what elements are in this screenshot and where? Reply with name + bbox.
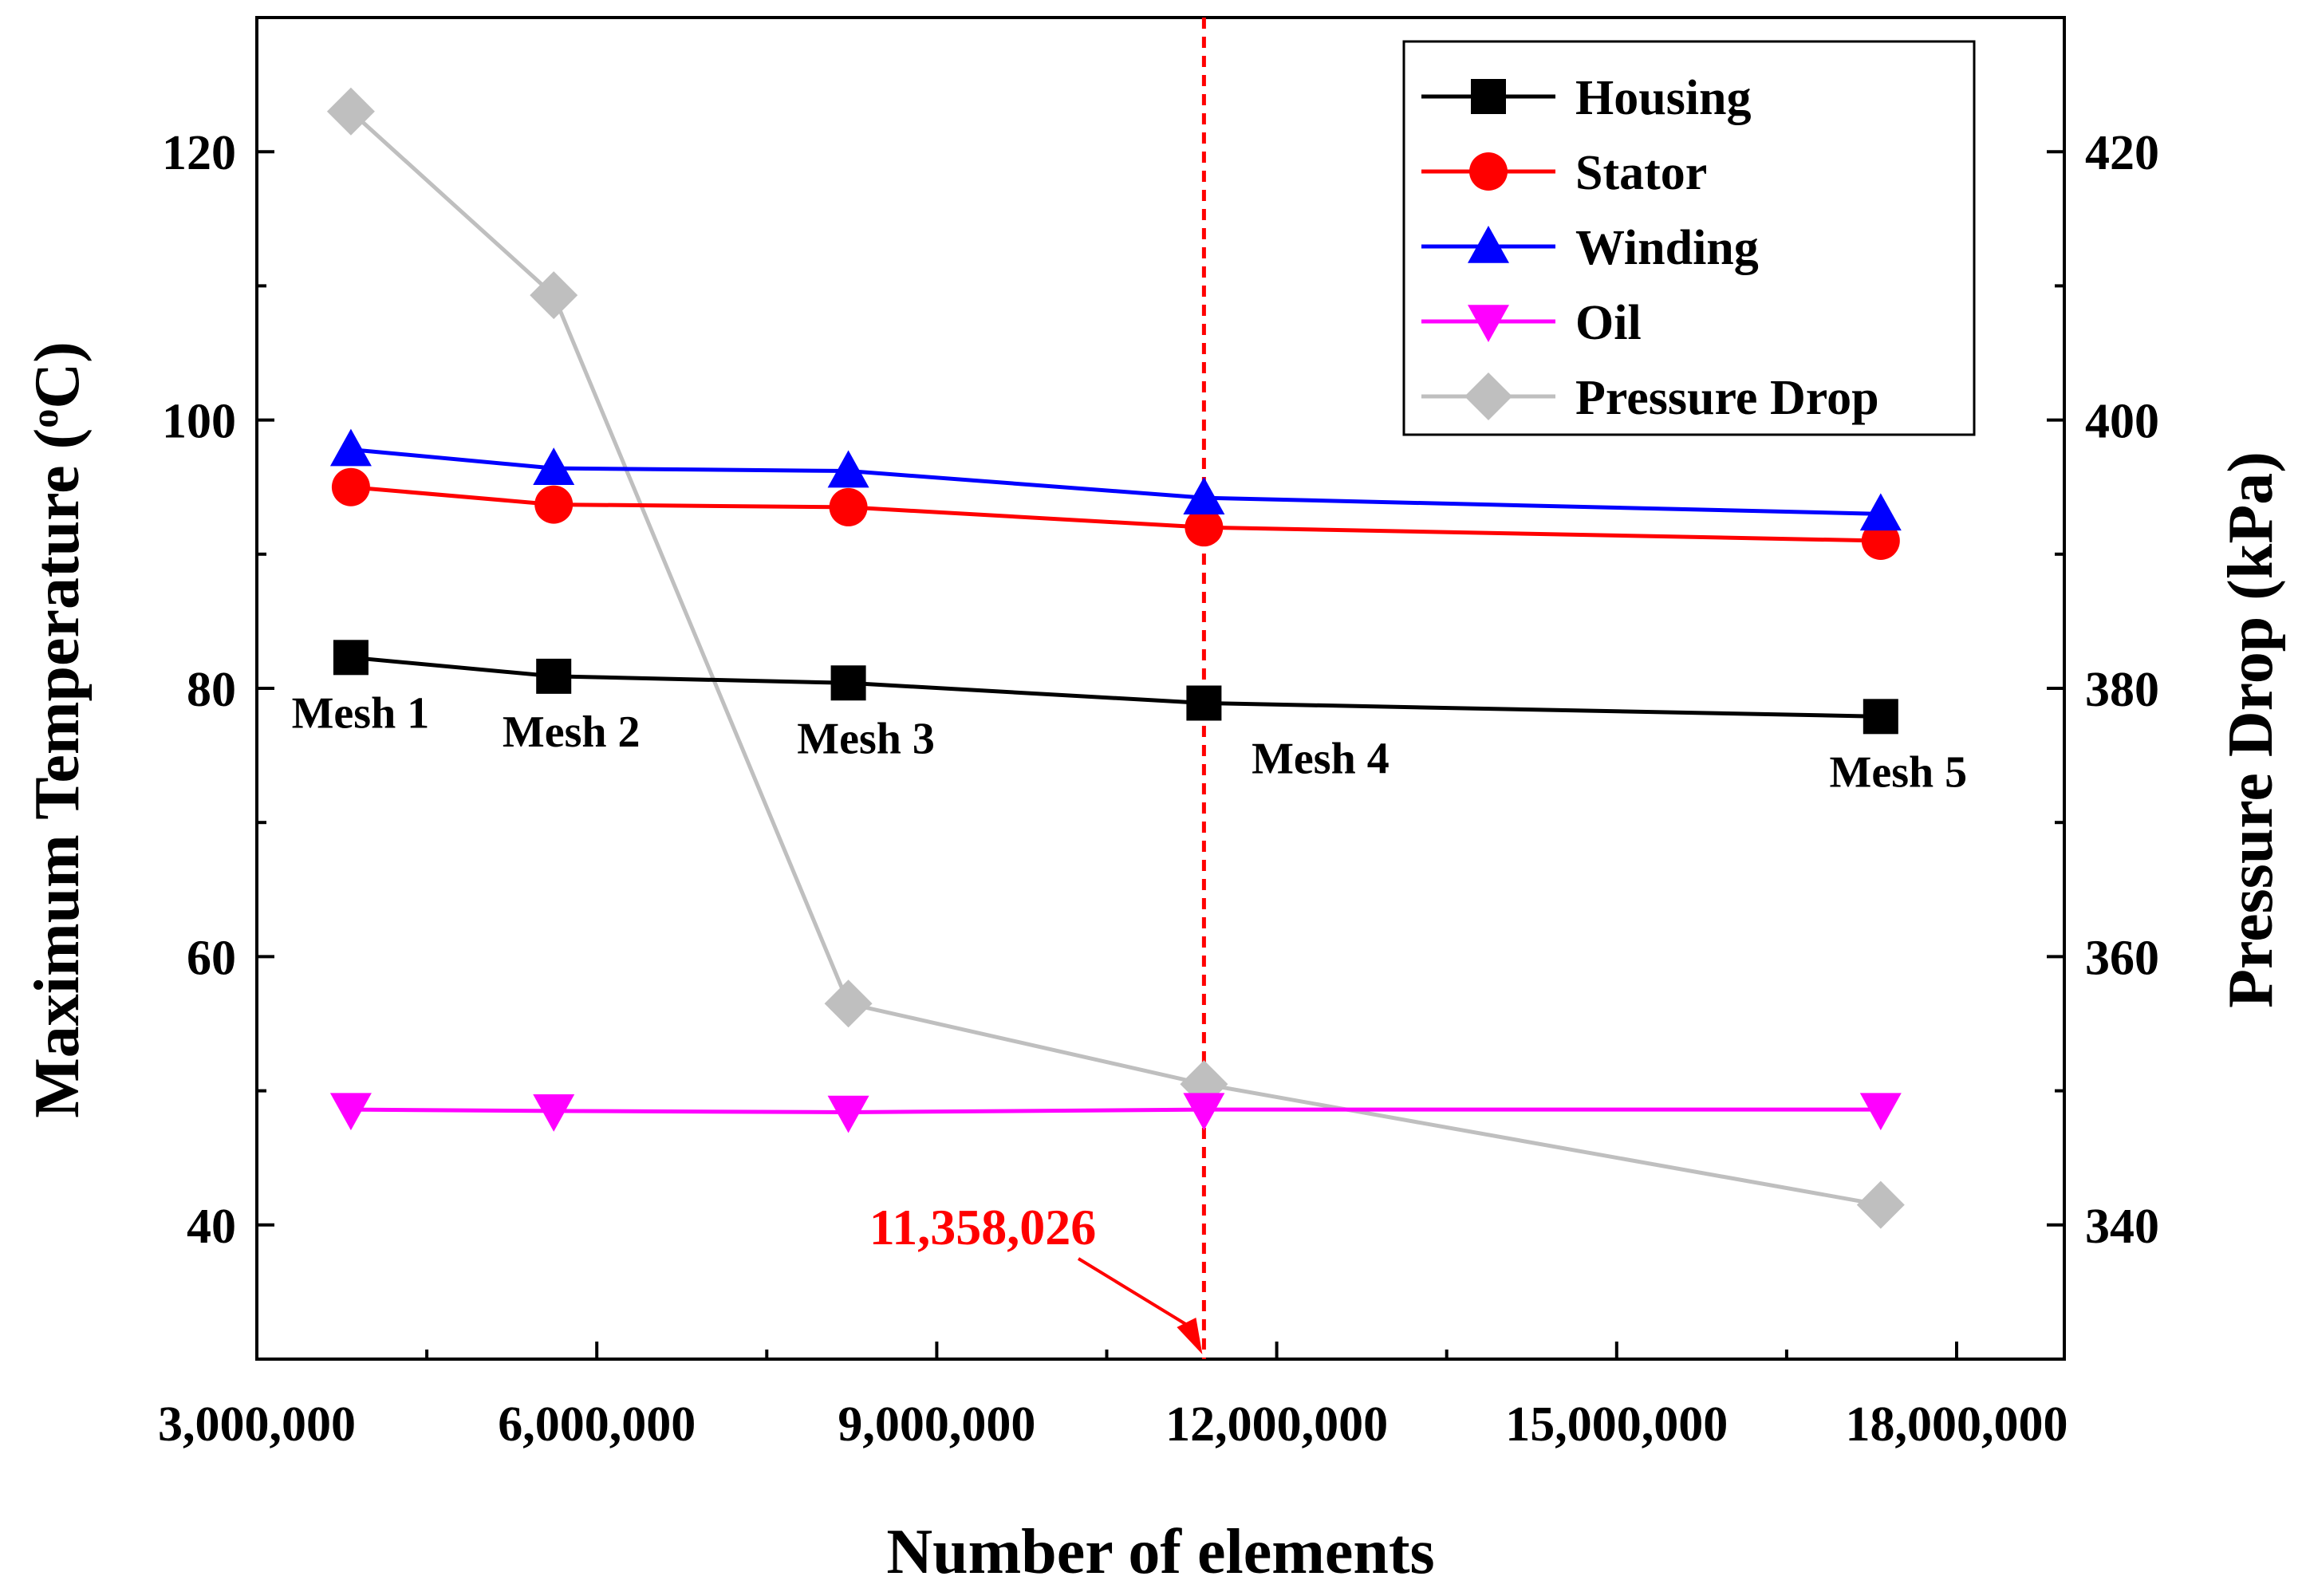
- legend-item: Housing: [1421, 71, 1752, 125]
- y-left-tick-label: 40: [187, 1200, 236, 1254]
- data-point: [1863, 699, 1898, 735]
- mesh-label: Mesh 5: [1829, 747, 1967, 797]
- y-left-tick-label: 60: [187, 931, 236, 985]
- legend-item: Oil: [1421, 296, 1642, 350]
- data-point: [331, 467, 370, 506]
- x-tick-label: 3,000,000: [158, 1397, 356, 1452]
- x-tick-label: 6,000,000: [498, 1397, 696, 1452]
- y-left-tick-label: 100: [162, 395, 236, 449]
- data-point: [1183, 477, 1225, 514]
- series-line: [350, 485, 1881, 543]
- y-right-tick-label: 380: [2085, 663, 2159, 717]
- data-point: [1859, 493, 1902, 531]
- y-axis-left-title-text: Maximum Temperature (: [22, 428, 93, 1118]
- mesh-label: Mesh 4: [1252, 735, 1390, 784]
- data-point: [827, 1095, 869, 1133]
- data-point: [533, 447, 575, 485]
- series-group: [326, 87, 1905, 1229]
- legend-label: Stator: [1575, 146, 1707, 200]
- legend-marker: [1468, 305, 1509, 342]
- legend-item: Stator: [1421, 146, 1707, 200]
- annotation-arrow-shaft: [1077, 1257, 1197, 1332]
- data-point: [326, 87, 375, 136]
- mesh-label: Mesh 3: [797, 714, 935, 763]
- legend-item: Pressure Drop: [1421, 371, 1879, 425]
- data-point: [1859, 1093, 1902, 1131]
- legend-marker: [1468, 226, 1509, 263]
- series-line: [350, 1107, 1881, 1115]
- data-point: [829, 487, 868, 526]
- x-tick-label: 12,000,000: [1165, 1397, 1388, 1452]
- y-right-tick-label: 340: [2085, 1200, 2159, 1254]
- y-axis-left-title: Maximum Temperature (oC): [22, 341, 93, 1118]
- mesh-label: Mesh 1: [292, 688, 430, 738]
- legend-label: Oil: [1575, 296, 1642, 350]
- y-axis-left-ticks: 40 60 80 100 120: [162, 16, 274, 1361]
- data-point: [1183, 1093, 1225, 1131]
- legend-item: Winding: [1421, 221, 1759, 275]
- data-point: [1185, 508, 1224, 547]
- series-winding: [329, 428, 1902, 531]
- mesh-label: Mesh 2: [503, 707, 641, 757]
- data-point: [333, 640, 369, 676]
- legend-label: Pressure Drop: [1575, 371, 1879, 425]
- annotation-arrow-head: [1177, 1318, 1203, 1354]
- x-tick-label: 9,000,000: [838, 1397, 1035, 1452]
- y-right-tick-label: 420: [2085, 126, 2159, 180]
- y-right-tick-label: 400: [2085, 395, 2159, 449]
- legend: Housing Stator Winding Oil Pressure Drop: [1402, 40, 1976, 436]
- y-axis-left-title-sup: o: [24, 409, 66, 428]
- series-oil: [329, 1093, 1902, 1133]
- x-tick-label: 18,000,000: [1846, 1397, 2068, 1452]
- data-point: [329, 428, 372, 467]
- data-point: [1186, 685, 1222, 721]
- data-point: [1856, 1180, 1905, 1229]
- legend-marker: [1464, 372, 1512, 420]
- data-point: [824, 979, 873, 1028]
- annotation-group: 11,358,026: [869, 1199, 1203, 1354]
- data-point: [530, 271, 578, 320]
- legend-label: Winding: [1575, 221, 1759, 275]
- series-stator: [331, 467, 1900, 560]
- y-axis-left-title-unit: C): [22, 341, 93, 408]
- x-tick-label: 15,000,000: [1505, 1397, 1728, 1452]
- y-axis-right-title: Pressure Drop (kPa): [2216, 451, 2286, 1008]
- legend-marker: [1469, 152, 1508, 191]
- y-left-tick-label: 80: [187, 663, 236, 717]
- series-housing: [333, 640, 1898, 735]
- legend-marker: [1471, 79, 1506, 114]
- mesh-labels: Mesh 1 Mesh 2 Mesh 3 Mesh 4 Mesh 5: [292, 688, 1968, 797]
- data-point: [536, 658, 572, 694]
- legend-label: Housing: [1575, 71, 1752, 125]
- y-axis-right-ticks: 340 360 380 400 420: [2047, 16, 2159, 1361]
- legend-items: Housing Stator Winding Oil Pressure Drop: [1421, 71, 1879, 425]
- x-axis-ticks: 3,000,000 6,000,000 9,000,000 12,000,000 15,…: [158, 1342, 2068, 1452]
- y-right-tick-label: 360: [2085, 931, 2159, 985]
- y-left-tick-label: 120: [162, 126, 236, 180]
- annotation-text: 11,358,026: [869, 1199, 1096, 1255]
- data-point: [830, 665, 866, 701]
- x-axis-title: Number of elements: [886, 1517, 1434, 1587]
- data-point: [533, 1094, 575, 1132]
- data-point: [827, 450, 869, 488]
- data-point: [1861, 521, 1900, 560]
- data-point: [329, 1093, 372, 1131]
- data-point: [534, 485, 574, 524]
